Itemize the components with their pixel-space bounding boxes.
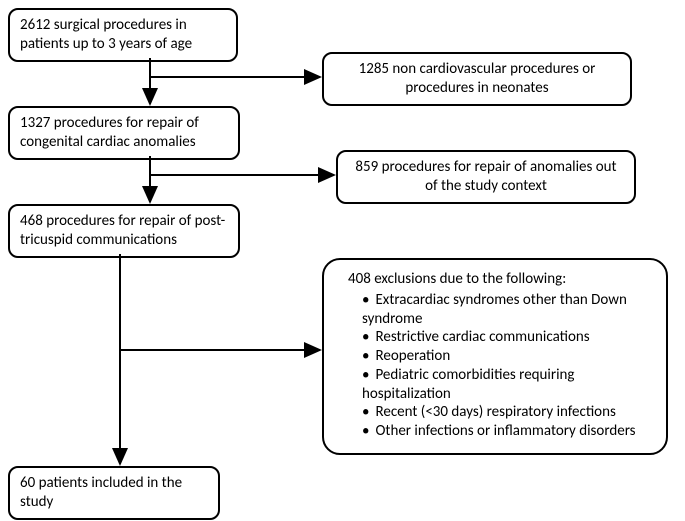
list-item: Recent (<30 days) respiratory infections [362, 403, 650, 422]
node-header: 408 exclusions due to the following: [348, 270, 650, 289]
node-congenital-repair: 1327 procedures for repair of congenital… [8, 106, 240, 160]
list-item: Restrictive cardiac communications [362, 328, 650, 347]
node-text: 1285 non cardiovascular procedures or pr… [359, 60, 596, 97]
list-item: Pediatric comorbidities requiring hospit… [362, 366, 650, 404]
list-item: Other infections or inflammatory disorde… [362, 422, 650, 441]
node-exclusion-noncardio: 1285 non cardiovascular procedures or pr… [322, 52, 632, 106]
list-item: Reoperation [362, 347, 650, 366]
node-text: 60 patients included in the study [20, 474, 182, 511]
node-text: 2612 surgical procedures in patients up … [20, 16, 192, 53]
exclusions-bullets: Extracardiac syndromes other than Down s… [348, 291, 650, 441]
node-post-tricuspid: 468 procedures for repair of post-tricus… [8, 204, 240, 258]
node-text: 859 procedures for repair of anomalies o… [355, 158, 616, 195]
node-included-patients: 60 patients included in the study [8, 466, 220, 520]
node-exclusion-out-of-context: 859 procedures for repair of anomalies o… [336, 150, 636, 204]
node-initial-procedures: 2612 surgical procedures in patients up … [8, 8, 238, 62]
node-text: 1327 procedures for repair of congenital… [20, 114, 199, 151]
node-exclusions-list: 408 exclusions due to the following: Ext… [322, 258, 668, 455]
node-text: 468 procedures for repair of post-tricus… [20, 212, 225, 249]
list-item: Extracardiac syndromes other than Down s… [362, 291, 650, 329]
